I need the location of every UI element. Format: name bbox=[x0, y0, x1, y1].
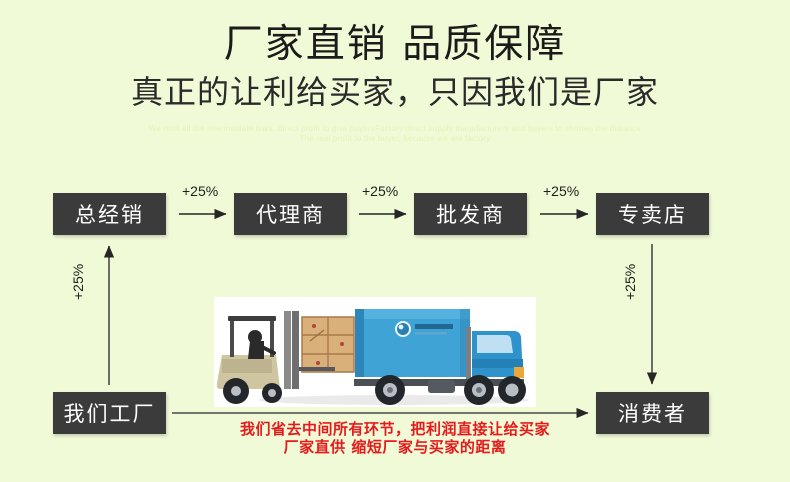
markup-label-store-to-consumer: +25% bbox=[622, 263, 638, 300]
english-tagline-line-1: We omit all the intermediate links, dire… bbox=[148, 124, 642, 133]
english-tagline-line-2: The real profit to the buyer, because we… bbox=[299, 134, 491, 143]
markup-label-distributor-to-agent: +25% bbox=[182, 183, 219, 199]
markup-label-factory-to-distributor: +25% bbox=[70, 263, 86, 300]
markup-label-agent-to-wholesaler: +25% bbox=[362, 183, 399, 199]
flow-node-store: 专卖店 bbox=[596, 193, 709, 235]
flow-node-distributor: 总经销 bbox=[53, 193, 166, 235]
flow-node-distributor-label: 总经销 bbox=[75, 203, 144, 227]
truck-loading-photo bbox=[214, 297, 536, 407]
page-title: 厂家直销 品质保障 bbox=[223, 22, 567, 67]
footer-red-line-1: 我们省去中间所有环节，把利润直接让给买家 bbox=[239, 420, 550, 438]
flow-node-wholesaler-label: 批发商 bbox=[436, 203, 505, 227]
flow-node-factory: 我们工厂 bbox=[53, 392, 166, 434]
flow-node-consumer-label: 消费者 bbox=[618, 402, 687, 426]
footer-red-line-2: 厂家直供 缩短厂家与买家的距离 bbox=[283, 438, 507, 456]
page-subtitle: 真正的让利给买家，只因我们是厂家 bbox=[130, 73, 659, 111]
flow-node-consumer: 消费者 bbox=[596, 392, 709, 434]
flow-node-agent-label: 代理商 bbox=[256, 203, 325, 227]
flow-node-store-label: 专卖店 bbox=[618, 203, 687, 227]
markup-label-wholesaler-to-store: +25% bbox=[543, 183, 580, 199]
flow-node-wholesaler: 批发商 bbox=[414, 193, 527, 235]
flow-node-agent: 代理商 bbox=[234, 193, 347, 235]
flow-node-factory-label: 我们工厂 bbox=[63, 402, 156, 426]
